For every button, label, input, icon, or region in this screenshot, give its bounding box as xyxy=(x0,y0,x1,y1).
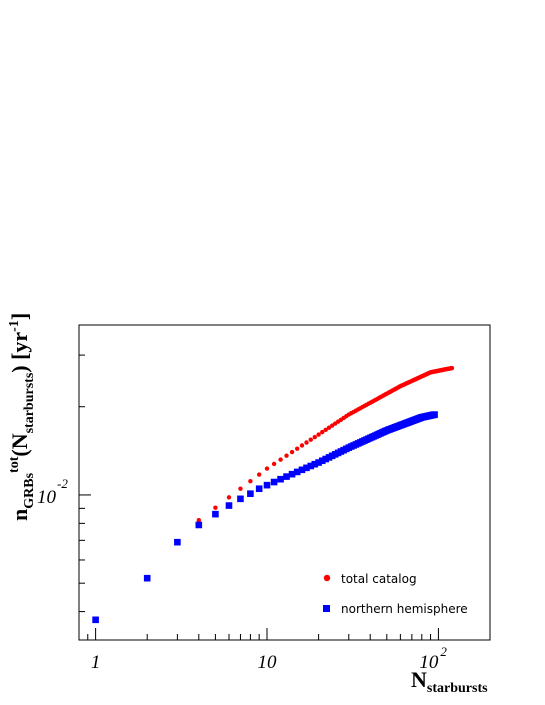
data-point xyxy=(326,425,332,430)
data-point xyxy=(298,466,306,474)
x-tick-exponent: 2 xyxy=(440,644,447,659)
legend-label-total-catalog: total catalog xyxy=(341,572,417,586)
data-point xyxy=(289,449,295,455)
data-point xyxy=(174,538,181,546)
data-point xyxy=(226,495,232,500)
data-point xyxy=(308,437,313,442)
data-point xyxy=(316,432,321,437)
series-layer xyxy=(92,365,455,624)
data-point xyxy=(263,481,271,489)
data-point xyxy=(225,502,233,509)
data-point xyxy=(304,440,309,445)
data-point xyxy=(283,473,290,480)
x-tick-label: 10 xyxy=(258,652,278,673)
data-point xyxy=(213,505,218,510)
data-point xyxy=(431,411,438,418)
data-point xyxy=(255,485,263,493)
series-northern-hemisphere xyxy=(92,411,438,624)
y-axis-label: nGRBstot(Nstarbursts) [yr-1] xyxy=(7,313,37,521)
data-point xyxy=(237,495,244,503)
x-tick-label: 10 xyxy=(419,652,439,673)
data-point xyxy=(315,459,322,466)
data-point xyxy=(264,466,270,471)
data-point xyxy=(293,468,301,476)
data-point xyxy=(270,478,278,486)
data-point xyxy=(299,443,305,448)
data-point xyxy=(322,455,329,463)
data-point xyxy=(278,457,283,462)
legend: total catalog northern hemisphere xyxy=(323,572,468,616)
data-point xyxy=(248,478,253,484)
data-point xyxy=(307,462,315,470)
data-point xyxy=(238,486,243,491)
data-point xyxy=(303,464,310,472)
data-point xyxy=(294,446,300,451)
y-tick-label: 10 xyxy=(37,487,57,508)
plot-frame xyxy=(78,324,491,641)
data-point xyxy=(312,434,317,440)
data-point xyxy=(195,521,203,529)
legend-marker-northern-hemisphere xyxy=(323,605,330,612)
data-point xyxy=(284,453,289,458)
y-tick-exponent: -2 xyxy=(57,476,68,491)
data-point xyxy=(311,460,319,468)
legend-label-northern-hemisphere: northern hemisphere xyxy=(341,602,468,616)
data-point xyxy=(318,457,326,465)
data-point xyxy=(271,461,277,467)
axis-ticks xyxy=(78,354,491,640)
data-point xyxy=(256,472,262,477)
data-point xyxy=(92,616,99,624)
data-point xyxy=(323,427,328,433)
series-total-catalog xyxy=(196,365,455,523)
data-point xyxy=(449,365,455,371)
data-point xyxy=(247,490,254,497)
data-point xyxy=(196,518,202,523)
data-point xyxy=(320,429,325,435)
data-point xyxy=(212,510,219,518)
data-point xyxy=(143,574,151,582)
data-point xyxy=(277,475,284,483)
legend-marker-total-catalog xyxy=(323,574,331,582)
x-tick-label: 1 xyxy=(91,652,101,673)
x-axis-label: Nstarbursts xyxy=(411,667,488,696)
data-point xyxy=(288,470,296,478)
